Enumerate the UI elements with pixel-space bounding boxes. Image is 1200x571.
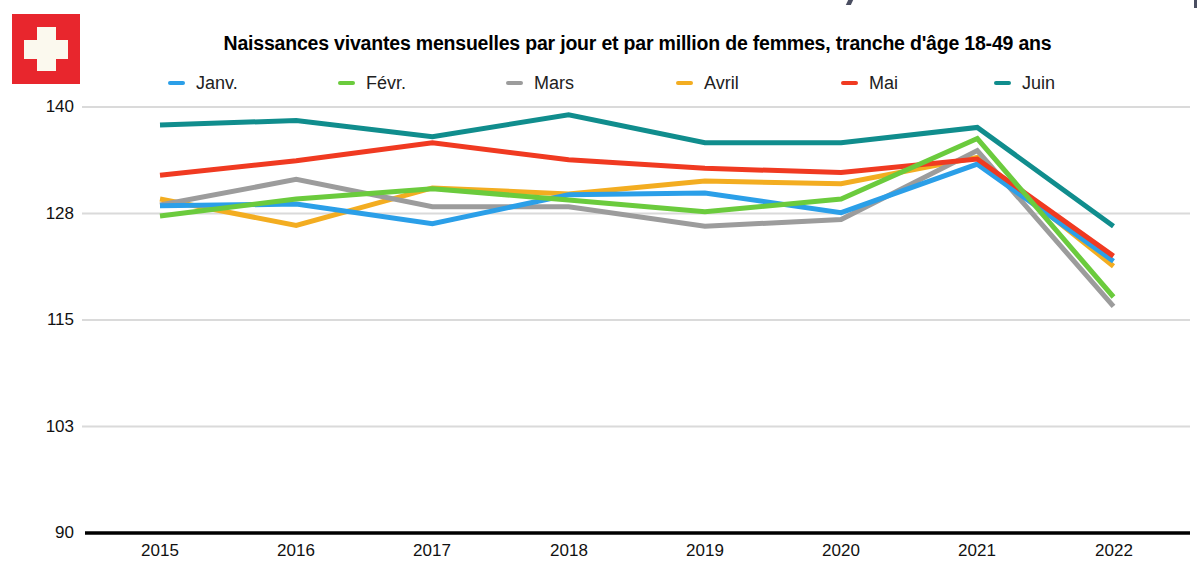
series-line-juin[interactable]: [160, 115, 1114, 227]
chart-page: Naissances vivantes mensuelles par jour …: [0, 0, 1200, 571]
series-line-avril[interactable]: [160, 157, 1114, 266]
series-line-mars[interactable]: [160, 151, 1114, 307]
line-chart-canvas[interactable]: [0, 0, 1200, 571]
